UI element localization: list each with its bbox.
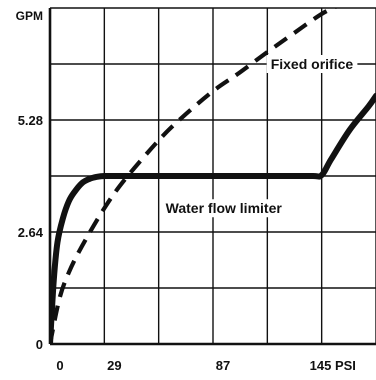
y-tick-label-2: 5.28: [18, 113, 43, 128]
x-tick-label-3: 145 PSI: [310, 358, 356, 373]
series-line-water-flow-limiter: [50, 92, 376, 344]
y-tick-label-3: GPM: [16, 9, 43, 23]
axes-layer: [48, 8, 376, 346]
annotation-water-flow-limiter: Water flow limiter: [166, 200, 283, 216]
x-tick-label-2: 87: [216, 358, 230, 373]
y-tick-label-0: 0: [36, 337, 43, 352]
annotation-backing-fixed-orifice: [266, 55, 358, 73]
annotation-backing-water-flow-limiter: [161, 199, 287, 218]
annotation-fixed-orifice: Fixed orifice: [271, 56, 354, 72]
series-layer: [50, 8, 376, 344]
x-tick-label-0: 0: [56, 358, 63, 373]
x-tick-label-1: 29: [107, 358, 121, 373]
series-line-fixed-orifice: [50, 8, 339, 344]
label-layer: Fixed orifice Water flow limiter 0 2.64 5.28…: [16, 9, 358, 373]
y-tick-label-1: 2.64: [18, 225, 44, 240]
